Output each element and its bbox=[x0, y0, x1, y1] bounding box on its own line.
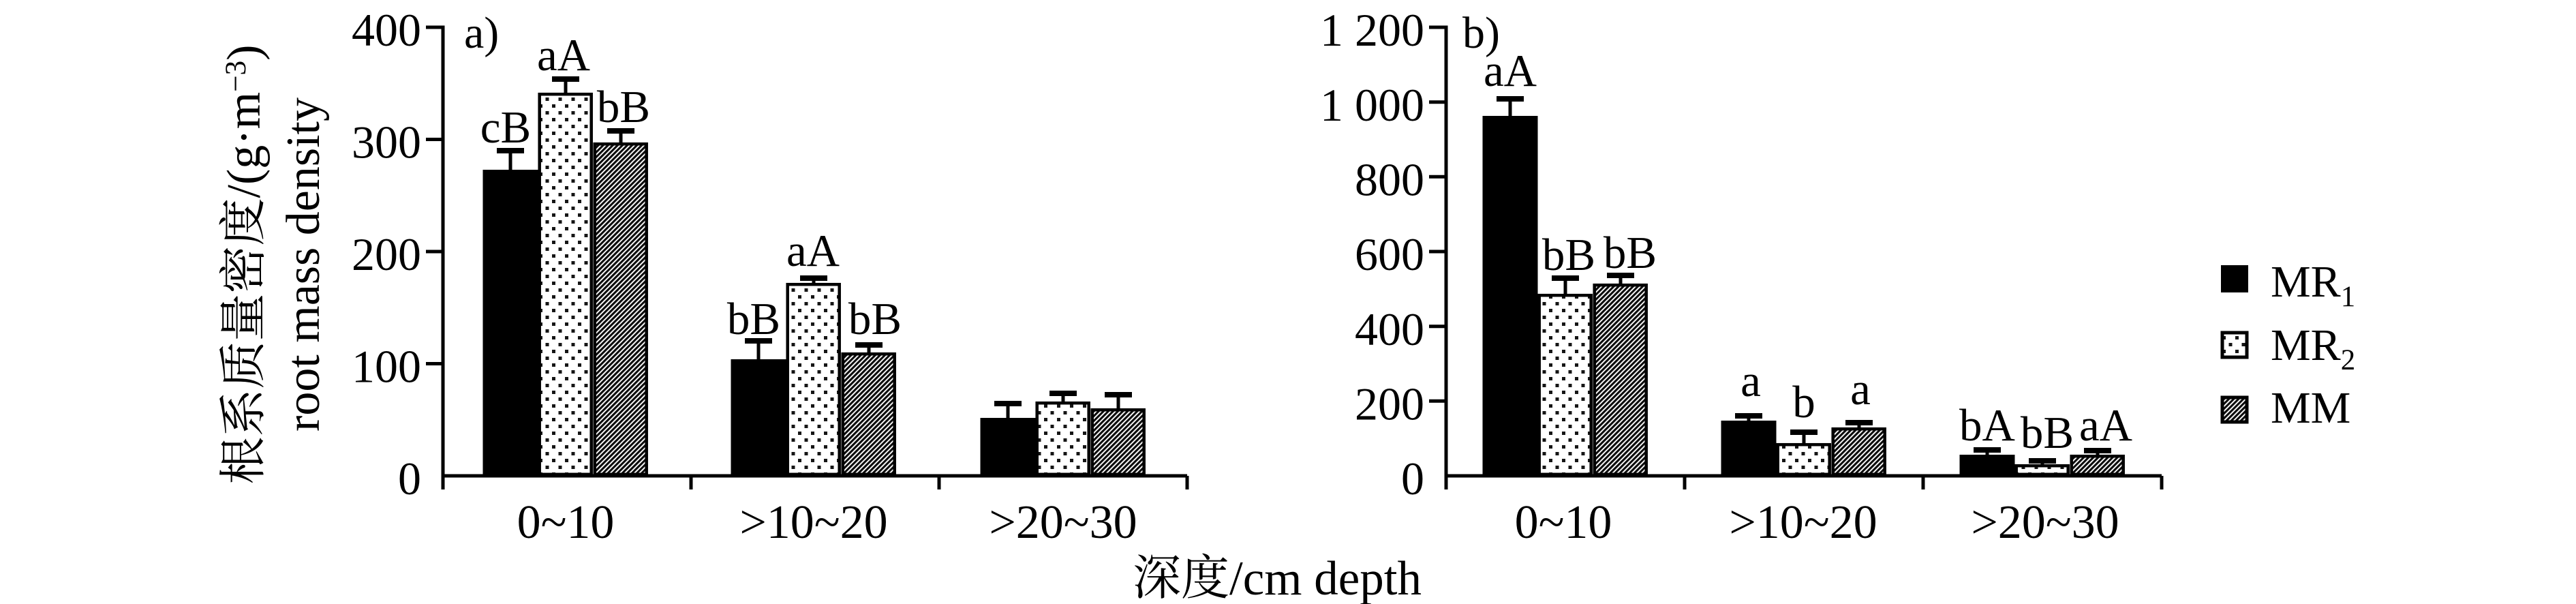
svg-text:aA: aA bbox=[1484, 46, 1537, 96]
svg-text:b): b) bbox=[1462, 8, 1500, 58]
svg-text:bB: bB bbox=[727, 294, 780, 344]
svg-text:300: 300 bbox=[352, 117, 421, 168]
svg-text:1 200: 1 200 bbox=[1320, 4, 1424, 56]
svg-text:−3: −3 bbox=[219, 61, 252, 92]
svg-text:200: 200 bbox=[1355, 378, 1424, 430]
svg-text:aA: aA bbox=[786, 226, 840, 276]
svg-text:200: 200 bbox=[352, 228, 421, 280]
svg-text:>20~30: >20~30 bbox=[1971, 496, 2119, 549]
svg-text:bB: bB bbox=[2021, 408, 2074, 458]
svg-text:MR2: MR2 bbox=[2271, 320, 2355, 376]
svg-text:400: 400 bbox=[352, 4, 421, 56]
svg-text:b: b bbox=[1792, 377, 1815, 427]
svg-text:0: 0 bbox=[398, 453, 421, 504]
svg-text:/(g·m: /(g·m bbox=[218, 92, 271, 198]
svg-text:a: a bbox=[1850, 364, 1871, 414]
svg-text:): ) bbox=[218, 44, 271, 60]
svg-text:400: 400 bbox=[1355, 303, 1424, 355]
svg-text:/cm depth: /cm depth bbox=[1229, 552, 1422, 604]
svg-text:aA: aA bbox=[537, 30, 590, 80]
svg-text:bA: bA bbox=[1959, 400, 2015, 451]
svg-text:bB: bB bbox=[848, 294, 902, 344]
svg-text:0: 0 bbox=[1401, 453, 1424, 504]
svg-text:>20~30: >20~30 bbox=[989, 496, 1137, 549]
svg-text:1 000: 1 000 bbox=[1320, 79, 1424, 131]
svg-text:bB: bB bbox=[597, 82, 650, 132]
svg-text:600: 600 bbox=[1355, 228, 1424, 280]
svg-text:bB: bB bbox=[1542, 230, 1595, 280]
svg-text:800: 800 bbox=[1355, 154, 1424, 206]
svg-text:a): a) bbox=[464, 8, 499, 58]
svg-text:>10~20: >10~20 bbox=[739, 496, 887, 549]
svg-text:a: a bbox=[1741, 356, 1761, 406]
svg-text:0~10: 0~10 bbox=[517, 496, 615, 549]
svg-text:MM: MM bbox=[2271, 383, 2350, 433]
svg-text:100: 100 bbox=[352, 341, 421, 393]
svg-text:bB: bB bbox=[1604, 228, 1657, 278]
svg-text:root mass density: root mass density bbox=[277, 97, 330, 432]
svg-text:aA: aA bbox=[2079, 400, 2132, 451]
svg-text:>10~20: >10~20 bbox=[1729, 496, 1877, 549]
svg-text:cB: cB bbox=[480, 102, 531, 153]
svg-text:0~10: 0~10 bbox=[1515, 496, 1612, 549]
